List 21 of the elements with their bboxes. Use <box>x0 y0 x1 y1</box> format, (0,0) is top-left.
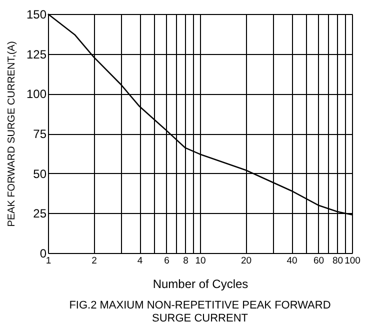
x-tick-label: 20 <box>240 256 252 266</box>
y-tick-label: 25 <box>33 206 47 221</box>
y-tick-label: 75 <box>33 127 47 141</box>
x-tick-label: 60 <box>313 256 324 266</box>
text: FIG.2 MAXIUM NON-REPETITIVE PEAK FORWARD SURGE CURRENT <box>69 300 331 324</box>
x-tick-label: 100 <box>344 256 360 266</box>
x-tick-label: 4 <box>137 256 143 266</box>
x-tick-label: 8 <box>183 256 188 266</box>
x-tick-label: 10 <box>195 256 206 266</box>
x-tick-label: 1 <box>46 256 52 266</box>
x-axis-title: Number of Cycles <box>152 277 248 291</box>
x-tick-label: 40 <box>286 256 298 266</box>
y-tick-label: 100 <box>26 87 47 102</box>
y-tick-label: 50 <box>33 166 47 181</box>
y-tick-label: 0 <box>40 246 47 260</box>
y-tick-label: 125 <box>26 47 47 62</box>
y-tick-label: 150 <box>26 8 47 22</box>
x-tick-label: 6 <box>164 256 170 266</box>
x-tick-label: 80 <box>332 256 344 266</box>
x-tick-label: 2 <box>92 256 97 266</box>
y-axis-title: PEAK FORWARD SURGE CURRENT,(A) <box>6 41 18 227</box>
